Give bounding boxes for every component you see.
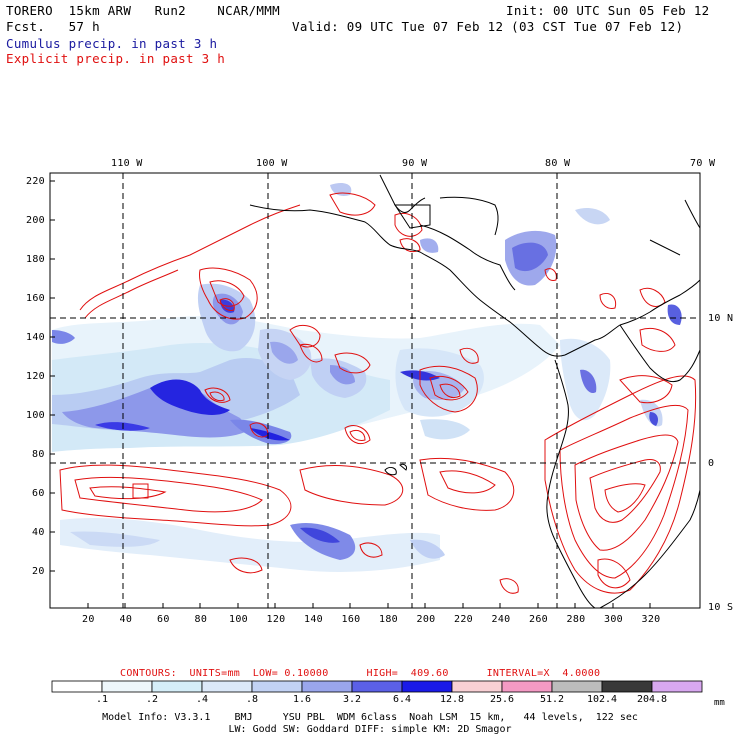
x-tick: 260 (529, 614, 548, 625)
y-tick: 80 (32, 449, 45, 460)
x-tick: 160 (341, 614, 361, 625)
x-tick: 220 (454, 614, 473, 625)
x-tick: 300 (604, 614, 623, 625)
lon-label-70w: 70 W (690, 158, 716, 169)
y-tick: 100 (26, 410, 45, 421)
lat-label-10n: 10 N (708, 313, 734, 324)
colorbar-swatch (301, 680, 353, 693)
x-tick: 80 (194, 614, 208, 625)
colorbar-label: 1.6 (292, 694, 312, 705)
colorbar-swatch (201, 680, 253, 693)
valid-time: Valid: 09 UTC Tue 07 Feb 12 (03 CST Tue … (292, 19, 684, 34)
x-tick: 320 (641, 614, 661, 625)
x-tick: 280 (566, 614, 586, 625)
explicit-precip-contours (59, 192, 697, 594)
colorbar-swatch (351, 680, 403, 693)
y-tick: 140 (26, 332, 45, 343)
colorbar-label: .1 (95, 694, 109, 705)
colorbar-label: 25.6 (489, 694, 515, 705)
colorbar-swatch (51, 680, 103, 693)
y-tick: 200 (26, 215, 45, 226)
colorbar-label: 3.2 (342, 694, 362, 705)
y-tick: 60 (32, 488, 45, 499)
y-tick: 180 (26, 254, 45, 265)
lon-label-80w: 80 W (545, 158, 571, 169)
x-tick: 140 (304, 614, 323, 625)
model-info-line1: Model Info: V3.3.1 BMJ YSU PBL WDM 6clas… (102, 712, 638, 723)
colorbar-swatch (101, 680, 153, 693)
model-info-line2: LW: Godd SW: Goddard DIFF: simple KM: 2D… (228, 724, 512, 735)
colorbar-swatch (651, 680, 703, 693)
x-tick: 40 (119, 614, 133, 625)
x-tick: 120 (266, 614, 286, 625)
contour-info: CONTOURS: UNITS=mm LOW= 0.10000 HIGH= 40… (120, 668, 601, 679)
x-tick: 60 (157, 614, 170, 625)
lat-lon-grid (50, 173, 700, 608)
x-tick: 240 (491, 614, 511, 625)
colorbar-label: 102.4 (586, 694, 618, 705)
colorbar-swatch (551, 680, 603, 693)
colorbar-swatch (601, 680, 653, 693)
colorbar-unit: mm (714, 698, 725, 708)
colorbar-label: 204.8 (636, 694, 668, 705)
colorbar (51, 680, 703, 693)
lon-label-110w: 110 W (111, 158, 143, 169)
coastlines (249, 174, 701, 609)
x-tick: 20 (82, 614, 95, 625)
y-tick: 120 (26, 371, 45, 382)
lat-label-0: 0 (708, 458, 715, 469)
colorbar-label: 51.2 (539, 694, 565, 705)
cumulus-precip-shading (52, 183, 682, 572)
y-tick: 160 (26, 293, 45, 304)
colorbar-label: 6.4 (392, 694, 412, 705)
colorbar-swatch (151, 680, 203, 693)
y-tick: 20 (32, 566, 45, 577)
cumulus-legend: Cumulus precip. in past 3 h (6, 36, 218, 51)
y-tick: 40 (32, 527, 45, 538)
axis-ticks (50, 180, 651, 608)
init-time: Init: 00 UTC Sun 05 Feb 12 (506, 3, 710, 18)
colorbar-swatch (251, 680, 303, 693)
colorbar-label: 12.8 (439, 694, 465, 705)
colorbar-swatch (451, 680, 503, 693)
colorbar-swatch (401, 680, 453, 693)
colorbar-label: .8 (245, 694, 259, 705)
model-title: TORERO 15km ARW Run2 NCAR/MMM (6, 3, 280, 18)
x-tick: 100 (229, 614, 248, 625)
colorbar-swatch (501, 680, 553, 693)
lon-label-100w: 100 W (256, 158, 288, 169)
explicit-legend: Explicit precip. in past 3 h (6, 51, 226, 66)
lat-label-10s: 10 S (708, 602, 734, 613)
colorbar-label: .2 (145, 694, 159, 705)
map-frame (49, 172, 701, 609)
x-tick: 180 (379, 614, 398, 625)
lon-label-90w: 90 W (402, 158, 428, 169)
x-tick: 200 (416, 614, 436, 625)
y-tick: 220 (26, 176, 45, 187)
forecast-hour: Fcst. 57 h (6, 19, 100, 34)
colorbar-label: .4 (195, 694, 209, 705)
